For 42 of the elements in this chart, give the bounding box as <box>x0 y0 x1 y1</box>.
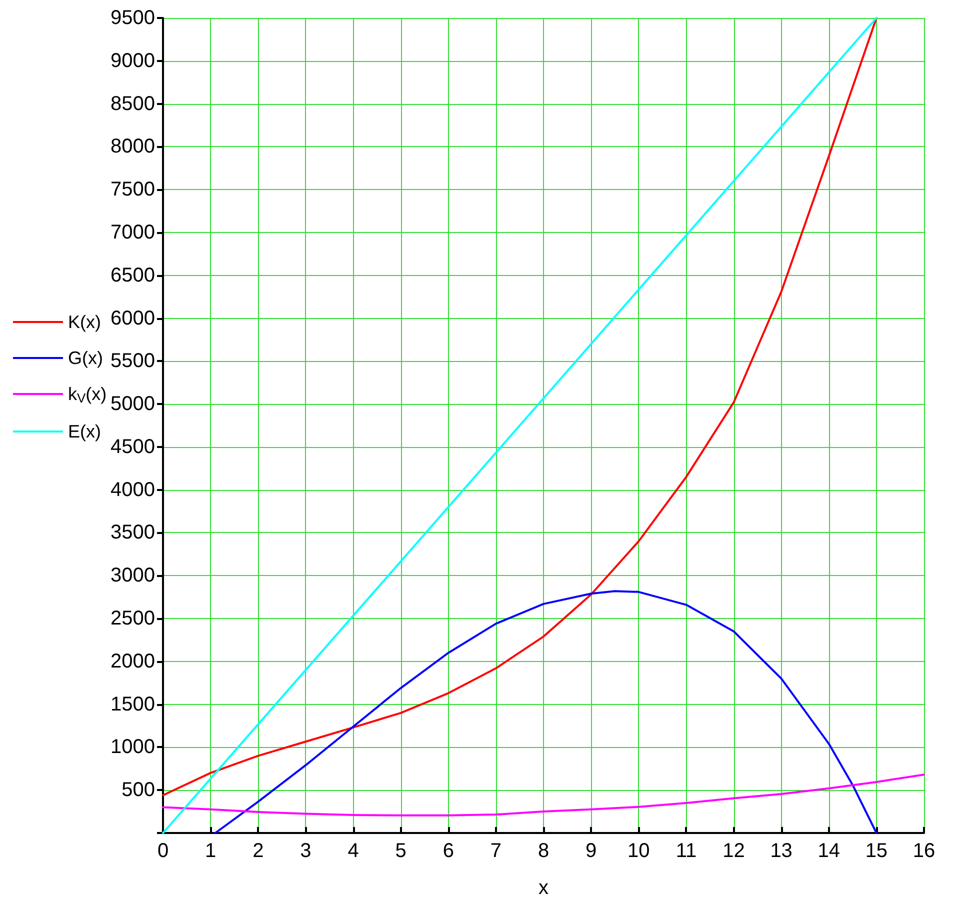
y-tick-label: 8500 <box>110 92 155 115</box>
y-tick-label: 7500 <box>110 178 155 201</box>
y-tick-label: 3000 <box>110 564 155 587</box>
x-tick-label: 11 <box>676 840 697 862</box>
y-tick-label: 2000 <box>110 650 155 672</box>
line-series <box>214 590 878 834</box>
y-tick-label: 1500 <box>110 693 155 716</box>
x-tick-label: 15 <box>865 840 888 862</box>
x-tick-label: 4 <box>348 840 359 862</box>
x-tick-label: 14 <box>818 840 840 862</box>
x-tick-label: 5 <box>395 840 406 862</box>
x-tick-label: 2 <box>252 840 264 862</box>
legend-label: E(x) <box>68 422 101 442</box>
x-tick-label: 9 <box>586 840 597 862</box>
x-tick-label: 8 <box>538 840 550 862</box>
x-tick-label: 3 <box>300 840 312 862</box>
y-tick-label: 9000 <box>110 50 155 72</box>
legend-label: K(x) <box>68 312 101 332</box>
y-tick-label: 6000 <box>110 307 155 330</box>
y-tick-label: 7000 <box>110 221 155 244</box>
x-tick-label: 1 <box>205 840 216 862</box>
x-tick-label: 10 <box>628 840 650 862</box>
x-tick-label: 6 <box>442 840 454 862</box>
y-tick-label: 4500 <box>110 436 155 458</box>
x-tick-label: 12 <box>722 840 745 862</box>
x-tick-label: 16 <box>912 840 936 862</box>
x-tick-label: 0 <box>157 840 169 862</box>
y-tick-label: 500 <box>122 779 155 802</box>
legend-label: G(x) <box>68 348 103 368</box>
y-tick-label: 2500 <box>110 608 155 630</box>
y-tick-label: 5000 <box>110 393 155 416</box>
y-tick-label: 1000 <box>110 736 155 758</box>
y-tick-label: 8000 <box>110 136 155 158</box>
x-tick-label: 13 <box>770 840 792 862</box>
y-tick-label: 5500 <box>110 350 155 372</box>
line-series <box>162 774 925 816</box>
y-tick-label: 6500 <box>110 264 155 286</box>
y-tick-label: 3500 <box>110 522 155 544</box>
y-tick-label: 4000 <box>110 478 155 501</box>
x-tick-label: 7 <box>490 840 502 862</box>
y-tick-label: 9500 <box>110 7 155 29</box>
x-axis-title: x <box>538 877 548 899</box>
